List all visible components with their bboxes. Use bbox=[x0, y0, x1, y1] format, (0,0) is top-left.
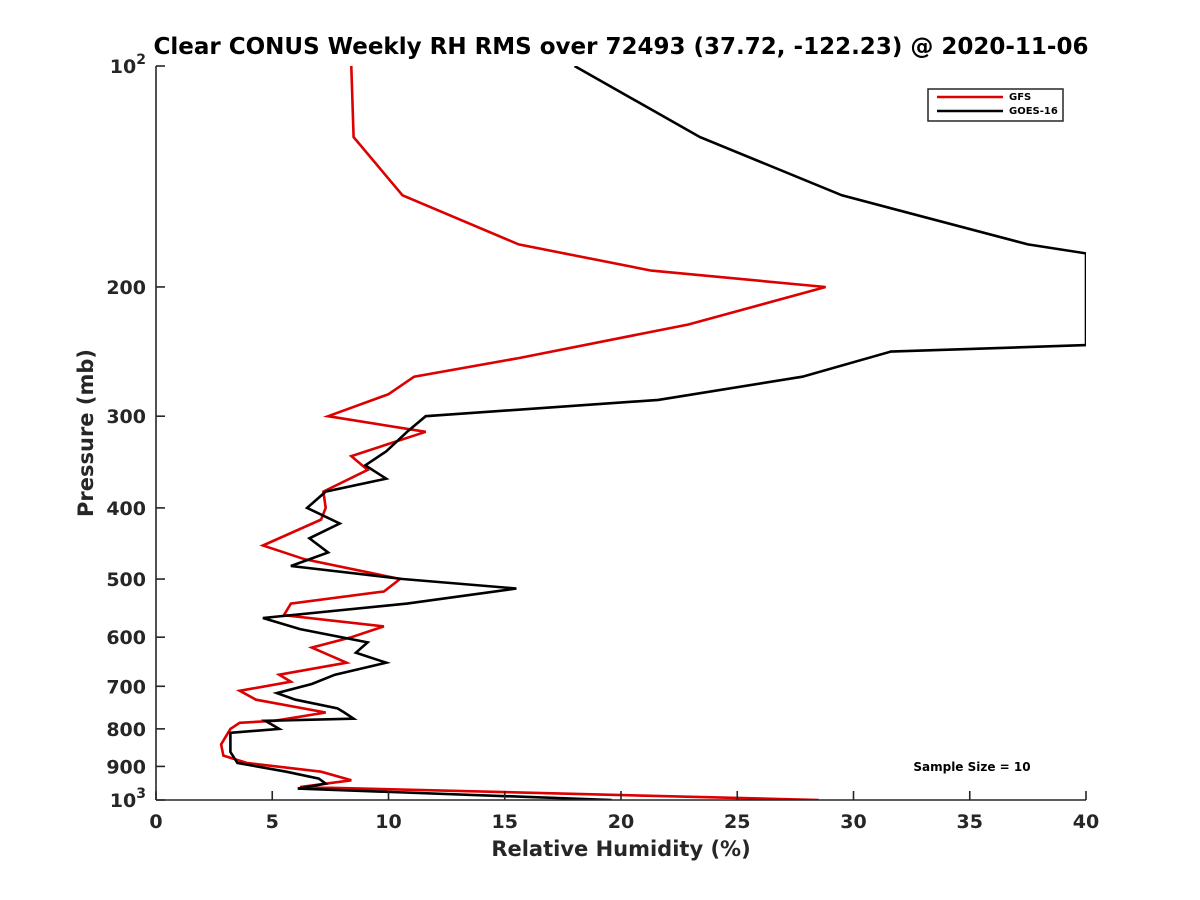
series-line-goes-16 bbox=[229, 66, 1086, 800]
x-tick-label: 40 bbox=[1073, 811, 1099, 833]
y-tick-label: 500 bbox=[106, 569, 146, 591]
y-tick-label: 700 bbox=[106, 676, 146, 698]
x-tick-label: 30 bbox=[840, 811, 866, 833]
x-tick-label: 20 bbox=[608, 811, 634, 833]
y-tick-label: 900 bbox=[106, 756, 146, 778]
y-tick-label: 300 bbox=[106, 406, 146, 428]
y-tick-label: 800 bbox=[106, 719, 146, 741]
legend-label-gfs: GFS bbox=[1009, 92, 1031, 103]
axes-layer: 0 5 10 15 20 25 30 35 40 102 200 300 400 500 600 700 800… bbox=[106, 52, 1099, 833]
y-tick-label: 400 bbox=[106, 498, 146, 520]
x-tick-label: 0 bbox=[149, 811, 162, 833]
y-axis-label: Pressure (mb) bbox=[74, 349, 98, 517]
legend: GFS GOES-16 bbox=[927, 88, 1064, 122]
x-tick-label: 35 bbox=[957, 811, 983, 833]
chart-title: Clear CONUS Weekly RH RMS over 72493 (37… bbox=[154, 34, 1089, 60]
x-tick-label: 10 bbox=[375, 811, 401, 833]
y-tick-label: 103 bbox=[110, 786, 146, 812]
y-tick-label: 600 bbox=[106, 627, 146, 649]
sample-size-annotation: Sample Size = 10 bbox=[913, 760, 1030, 774]
series-layer bbox=[219, 66, 1086, 800]
y-tick-label: 102 bbox=[110, 52, 146, 78]
x-tick-label: 5 bbox=[266, 811, 279, 833]
series-line-gfs bbox=[219, 66, 826, 800]
x-tick-label: 25 bbox=[724, 811, 750, 833]
x-tick-label: 15 bbox=[492, 811, 518, 833]
y-tick-label: 200 bbox=[106, 277, 146, 299]
legend-box bbox=[927, 88, 1064, 122]
legend-label-goes-16: GOES-16 bbox=[1009, 106, 1058, 117]
x-axis-label: Relative Humidity (%) bbox=[491, 837, 750, 861]
